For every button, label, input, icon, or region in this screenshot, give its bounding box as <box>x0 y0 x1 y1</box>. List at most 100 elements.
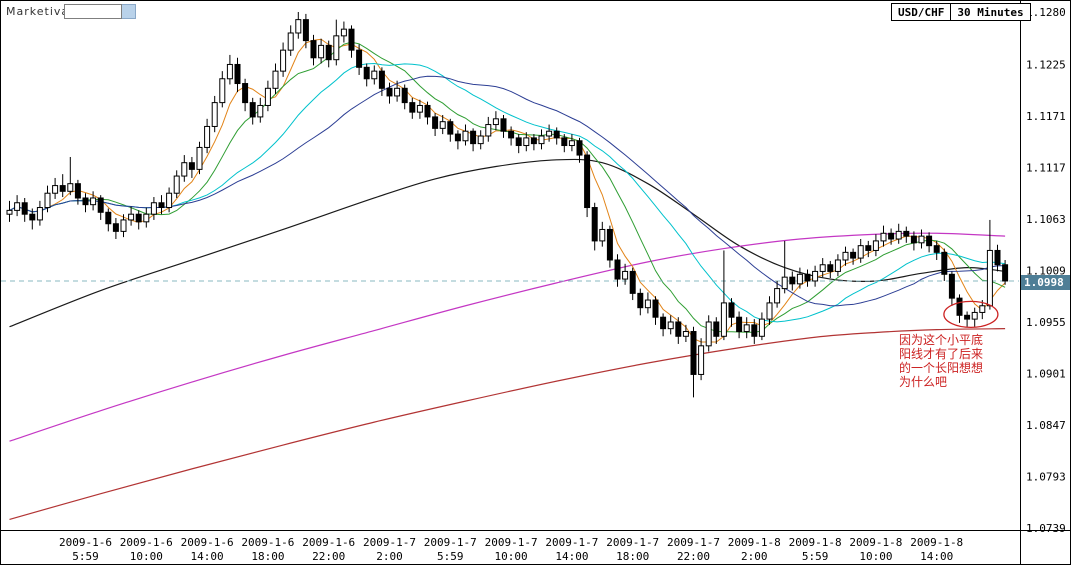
candle-bull <box>36 207 43 221</box>
candle-bull <box>340 28 347 37</box>
price-axis-label: 1.1171 <box>1026 110 1066 123</box>
candle-bull <box>287 32 294 51</box>
candle-bull <box>523 137 530 147</box>
candle-bull <box>477 135 484 145</box>
time-axis-date: 2009-1-7 <box>485 536 538 549</box>
candle-bull <box>979 305 986 313</box>
candle-bull <box>143 213 150 223</box>
candle-bull <box>173 175 180 194</box>
candle-bear <box>584 154 591 209</box>
candle-bear <box>948 273 955 299</box>
candle-bear <box>515 137 522 147</box>
candle-bear <box>363 66 370 80</box>
candle-bull <box>204 125 211 148</box>
candle-bull <box>644 299 651 309</box>
candle-bear <box>59 185 66 192</box>
symbol-box[interactable]: USD/CHF <box>891 3 952 21</box>
candle-bear <box>713 321 720 337</box>
time-axis-time: 22:00 <box>312 550 345 563</box>
candle-bull <box>14 202 21 211</box>
candle-bull <box>280 49 287 72</box>
candle-bear <box>675 321 682 337</box>
time-axis-time: 5:59 <box>802 550 829 563</box>
time-axis-date: 2009-1-6 <box>302 536 355 549</box>
candle-bear <box>850 251 857 259</box>
candle-bull <box>128 213 135 221</box>
candle-bear <box>500 118 507 132</box>
candle-bull <box>439 121 446 129</box>
time-axis-time: 18:00 <box>616 550 649 563</box>
candle-bull <box>766 302 773 320</box>
ma-line-MA20 <box>9 63 1006 323</box>
annotation-line: 阳线才有了后来 <box>899 347 984 361</box>
candle-bull <box>743 324 750 333</box>
candle-bull <box>705 321 712 347</box>
time-axis-date: 2009-1-8 <box>849 536 902 549</box>
time-axis-date: 2009-1-8 <box>728 536 781 549</box>
time-axis-date: 2009-1-6 <box>120 536 173 549</box>
timeframe-box[interactable]: 30 Minutes <box>950 3 1031 21</box>
candle-bull <box>120 219 127 232</box>
candle-bear <box>158 202 165 209</box>
candle-bear <box>82 197 89 206</box>
candle-bear <box>561 137 568 147</box>
time-axis-date: 2009-1-6 <box>181 536 234 549</box>
candle-bear <box>310 40 317 59</box>
candle-bear <box>629 270 636 294</box>
candle-bear <box>910 235 917 244</box>
candle-bull <box>698 345 705 375</box>
annotation-line: 的一个长阳想想 <box>899 361 984 375</box>
candle-bear <box>356 49 363 68</box>
symbol-input[interactable] <box>64 4 122 19</box>
candle-bull <box>52 185 59 194</box>
current-price-tag: 1.0998 <box>1021 275 1070 290</box>
time-axis-date: 2009-1-6 <box>241 536 294 549</box>
time-axis-date: 2009-1-8 <box>789 536 842 549</box>
candle-bear <box>933 245 940 253</box>
candle-bull <box>462 130 469 142</box>
time-axis-time: 2:00 <box>741 550 768 563</box>
candle-bear <box>994 249 1001 266</box>
candle-bull <box>264 87 271 106</box>
time-axis-time: 14:00 <box>920 550 953 563</box>
candle-bear <box>454 133 461 142</box>
candle-bull <box>67 183 74 192</box>
price-axis-label: 1.1009 <box>1026 264 1066 277</box>
candle-bear <box>553 130 560 139</box>
candle-bear <box>827 264 834 272</box>
candle-bull <box>318 44 325 59</box>
candle-bull <box>333 35 340 61</box>
candle-bull <box>150 202 157 215</box>
candle-bear <box>29 213 36 221</box>
candle-bear <box>234 63 241 85</box>
candle-bull <box>971 311 978 320</box>
ma-line-MA5 <box>9 38 1006 343</box>
input-dropdown-button[interactable] <box>122 4 136 19</box>
candle-bull <box>272 70 279 89</box>
candle-bear <box>447 121 454 135</box>
candle-bull <box>842 251 849 261</box>
candle-bull <box>880 232 887 242</box>
time-axis-time: 2:00 <box>376 550 403 563</box>
candle-bull <box>226 63 233 80</box>
candle-bear <box>386 87 393 97</box>
annotation-line: 为什么吧 <box>899 375 948 389</box>
candle-bull <box>819 264 826 272</box>
candle-bear <box>576 140 583 156</box>
time-axis-date: 2009-1-7 <box>363 536 416 549</box>
candle-bear <box>660 316 667 330</box>
candle-bull <box>872 240 879 251</box>
candle-bear <box>249 102 256 118</box>
candle-bear <box>401 87 408 104</box>
candle-bear <box>378 70 385 89</box>
time-axis-time: 22:00 <box>677 550 710 563</box>
time-axis-date: 2009-1-7 <box>424 536 477 549</box>
time-axis-time: 14:00 <box>191 550 224 563</box>
candle-bear <box>903 230 910 237</box>
candle-bear <box>865 245 872 251</box>
candle-bear <box>606 228 613 261</box>
symbol-input-group <box>64 4 136 19</box>
price-axis-label: 1.1225 <box>1026 58 1066 71</box>
